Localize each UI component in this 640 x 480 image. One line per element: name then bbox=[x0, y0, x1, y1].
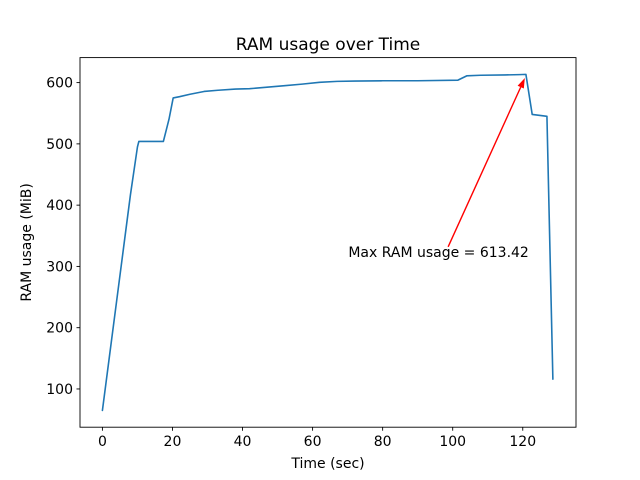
x-tick-label: 20 bbox=[164, 434, 182, 450]
max-ram-annotation-label: Max RAM usage = 613.42 bbox=[348, 245, 529, 261]
x-tick-label: 40 bbox=[234, 434, 252, 450]
annotation-arrow-shaft bbox=[447, 86, 522, 248]
annotation-arrow-head bbox=[517, 78, 525, 89]
x-tick-label: 60 bbox=[304, 434, 322, 450]
chart-title: RAM usage over Time bbox=[236, 35, 420, 55]
y-axis-label: RAM usage (MiB) bbox=[19, 183, 35, 301]
y-tick-label: 300 bbox=[46, 259, 73, 275]
y-tick-label: 600 bbox=[46, 76, 73, 92]
ram-usage-line bbox=[101, 73, 554, 412]
y-tick-label: 400 bbox=[46, 198, 73, 214]
x-tick-label: 80 bbox=[374, 434, 392, 450]
plot-border bbox=[79, 57, 577, 428]
y-tick-label: 200 bbox=[46, 321, 73, 337]
x-axis-label: Time (sec) bbox=[290, 456, 364, 472]
y-tick-label: 100 bbox=[46, 382, 73, 398]
x-tick-label: 100 bbox=[439, 434, 466, 450]
y-tick-label: 500 bbox=[46, 137, 73, 153]
x-tick-label: 0 bbox=[98, 434, 107, 450]
x-tick-label: 120 bbox=[509, 434, 536, 450]
